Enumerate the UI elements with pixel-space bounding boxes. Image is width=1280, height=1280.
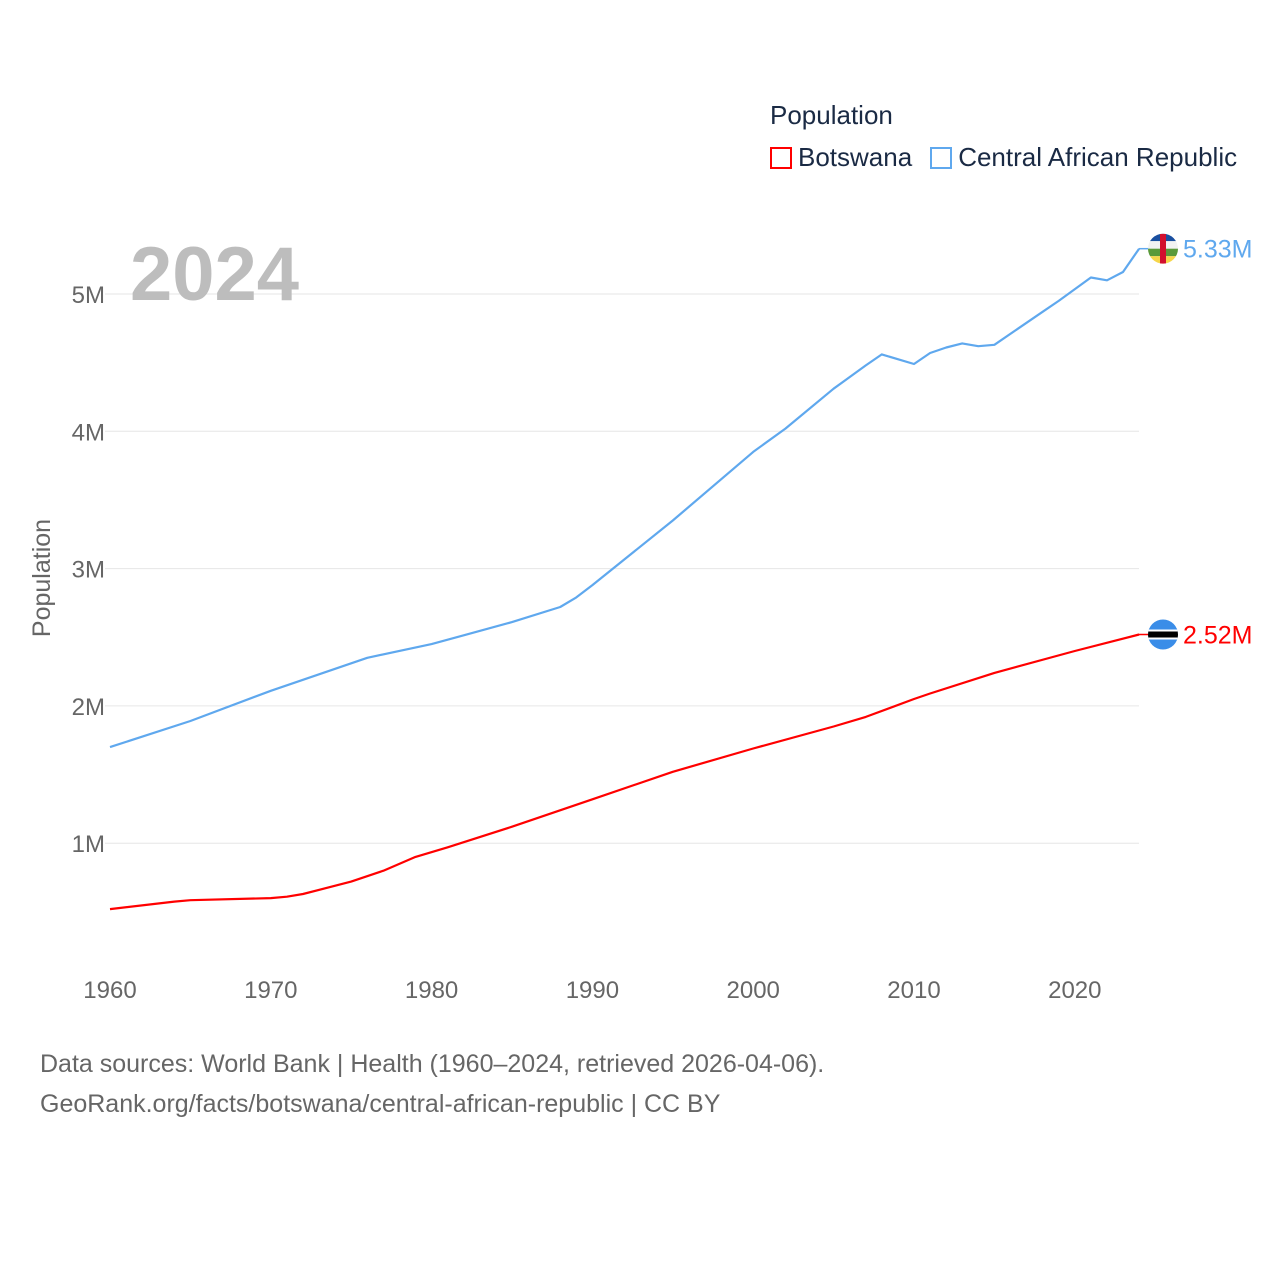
x-tick-label: 1970 [244,977,297,1004]
legend-item-botswana[interactable]: Botswana [770,142,912,173]
y-axis: 1M 2M 3M 4M 5M [72,282,105,858]
end-value-label: 5.33M [1183,236,1252,264]
x-tick-label: 2020 [1048,977,1101,1004]
x-tick-label: 1990 [566,977,619,1004]
footer: Data sources: World Bank | Health (1960–… [40,1044,824,1124]
y-tick-label: 1M [72,831,105,858]
legend-title: Population [770,100,893,130]
y-tick-label: 3M [72,557,105,584]
x-tick-label: 1980 [405,977,458,1004]
data-source-text: Data sources: World Bank | Health (1960–… [40,1050,825,1078]
series-line-central-african-republic [109,248,1141,749]
series-line-botswana [109,633,1140,911]
y-tick-label: 2M [72,694,105,721]
x-tick-label: 1960 [83,977,136,1004]
central-african-republic-flag-icon [1148,233,1178,264]
botswana-flag-icon [1148,619,1178,650]
x-tick-label: 2000 [727,977,780,1004]
y-tick-label: 5M [72,282,105,309]
flag-body [1148,233,1178,264]
legend-label: Central African Republic [958,142,1238,172]
legend-swatch-botswana [770,146,792,169]
legend-swatch-car [930,146,953,169]
end-value-label: 2.52M [1183,622,1252,650]
source-link[interactable]: GeoRank.org/facts/botswana/central-afric… [40,1090,721,1118]
y-axis-label: Population [28,519,56,637]
flag-body [1148,619,1178,650]
legend-label: Botswana [798,142,913,172]
x-tick-label: 2010 [887,977,940,1004]
legend: Botswana Central African Republic [770,142,1237,173]
legend-item-central-african-republic[interactable]: Central African Republic [930,142,1237,173]
flag-stripe [1160,233,1166,264]
series-lines: 2.52M 5.33M [109,233,1252,911]
flag-stripe [1148,631,1178,638]
big-year-label: 2024 [130,232,299,317]
y-tick-label: 4M [72,419,105,446]
x-axis: 1960 1970 1980 1990 2000 2010 2020 [83,977,1101,1004]
grid [105,293,1139,844]
